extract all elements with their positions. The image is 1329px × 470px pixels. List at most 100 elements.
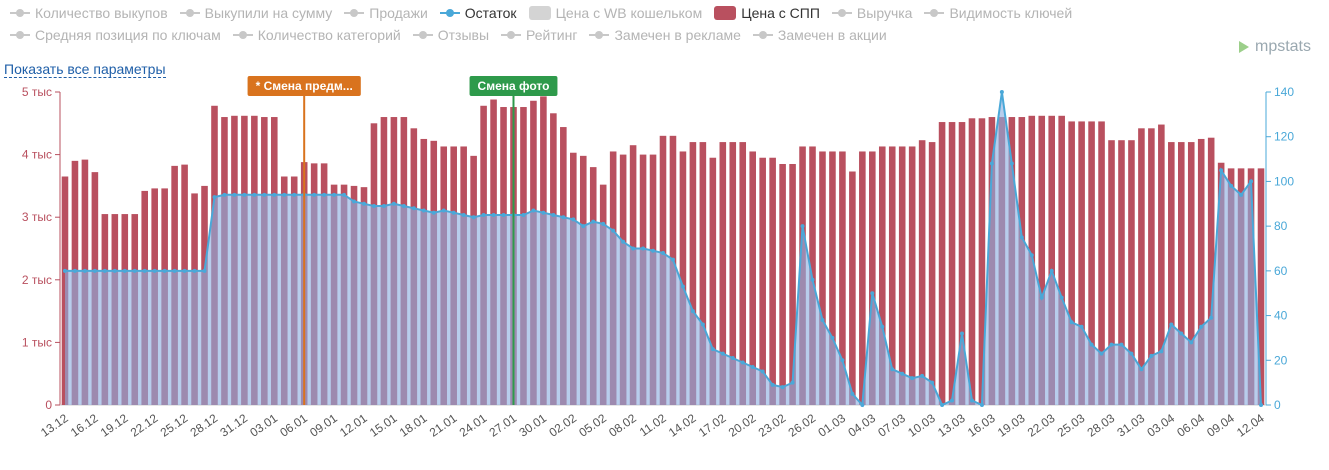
x-tick-label: 24.01	[457, 411, 490, 440]
legend-item[interactable]: Замечен в акции	[752, 24, 887, 46]
stock-point	[1239, 192, 1244, 197]
bar	[908, 146, 916, 405]
stock-point	[202, 268, 207, 273]
legend-item[interactable]: Выручка	[831, 2, 912, 24]
legend-item[interactable]: Замечен в рекламе	[589, 24, 741, 46]
x-tick-label: 14.02	[666, 411, 699, 440]
stock-point	[172, 268, 177, 273]
bar	[789, 163, 796, 405]
x-tick-label: 22.03	[1025, 411, 1058, 440]
stock-point	[1009, 161, 1014, 166]
legend-marker	[501, 28, 522, 42]
stock-point	[1229, 183, 1234, 188]
legend-label: Рейтинг	[526, 27, 578, 43]
legend-item[interactable]: Количество категорий	[232, 24, 401, 46]
x-tick-label: 18.01	[397, 411, 430, 440]
brand-text: mpstats	[1254, 38, 1311, 55]
bar	[1158, 124, 1165, 405]
bar	[1138, 128, 1145, 406]
legend-item[interactable]: Количество выкупов	[10, 2, 168, 24]
stock-point	[561, 215, 566, 220]
y-tick-label: 1 тыс	[22, 335, 52, 349]
bar	[918, 140, 926, 405]
stock-point	[102, 268, 107, 273]
legend-marker	[831, 6, 852, 20]
stock-point	[471, 215, 476, 220]
stock-point	[1039, 295, 1044, 300]
legend-item[interactable]: Цена с СПП	[714, 2, 820, 24]
y2-tick-label: 0	[1274, 398, 1281, 412]
legend-marker	[924, 6, 945, 20]
stock-point	[1119, 342, 1124, 347]
bar	[679, 151, 687, 405]
y2-tick-label: 140	[1274, 85, 1294, 99]
bar	[1038, 115, 1046, 406]
legend-item[interactable]: Остаток	[439, 2, 517, 24]
legend: Количество выкупов Выкупили на сумму Прода…	[10, 2, 1120, 46]
stock-point	[611, 228, 616, 233]
legend-item[interactable]: Продажи	[344, 2, 428, 24]
legend-item[interactable]: Отзывы	[412, 24, 489, 46]
stock-point	[441, 208, 446, 213]
y-tick-label: 5 тыс	[22, 85, 52, 99]
legend-marker	[412, 28, 433, 42]
stock-point	[870, 291, 875, 296]
legend-item[interactable]: Цена с WB кошельком	[528, 2, 702, 24]
stock-point	[1169, 322, 1174, 327]
bar	[1177, 142, 1185, 405]
stock-point	[381, 204, 386, 209]
stock-point	[581, 224, 586, 229]
bar	[958, 122, 966, 405]
legend-item[interactable]: Выкупили на сумму	[179, 2, 333, 24]
legend-item[interactable]: Видимость ключей	[924, 2, 1072, 24]
legend-marker	[179, 6, 200, 20]
stock-point	[760, 369, 765, 374]
stock-point	[152, 268, 157, 273]
x-tick-label: 17.02	[696, 411, 729, 440]
x-tick-label: 01.03	[815, 411, 848, 440]
y-tick-label: 0	[45, 398, 52, 412]
stock-point	[700, 322, 705, 327]
x-tick-label: 19.12	[98, 411, 131, 440]
legend-label: Замечен в рекламе	[614, 27, 741, 43]
stock-point	[1049, 268, 1054, 273]
show-all-link[interactable]: Показать все параметры	[4, 61, 166, 78]
stock-point	[391, 201, 396, 206]
stock-point	[521, 212, 526, 217]
legend-item[interactable]: Средняя позиция по ключам	[10, 24, 221, 46]
legend-item[interactable]: Рейтинг	[501, 24, 577, 46]
stock-point	[531, 208, 536, 213]
stock-point	[1159, 349, 1164, 354]
stock-point	[1089, 342, 1094, 347]
bar	[769, 157, 776, 405]
bar	[1187, 142, 1195, 405]
x-tick-label: 07.03	[875, 411, 908, 440]
stock-point	[212, 195, 217, 200]
stock-point	[1259, 403, 1264, 407]
x-tick-label: 06.01	[277, 411, 310, 440]
stock-point	[132, 268, 137, 273]
stock-point	[481, 212, 486, 217]
stock-point	[880, 324, 885, 329]
stock-point	[1139, 367, 1144, 372]
stock-point	[262, 192, 267, 197]
bar	[1128, 140, 1135, 405]
stock-point	[680, 284, 685, 289]
stock-point	[969, 398, 974, 403]
y-tick-label: 3 тыс	[22, 210, 52, 224]
annotation-label: Смена фото	[478, 79, 550, 93]
stock-point	[1109, 342, 1114, 347]
x-tick-label: 16.12	[68, 411, 101, 440]
stock-point	[1059, 295, 1064, 300]
brand: mpstats	[1237, 38, 1311, 56]
legend-label: Выкупили на сумму	[204, 5, 333, 21]
stock-point	[979, 403, 984, 407]
stock-point	[252, 192, 257, 197]
legend-label: Количество выкупов	[35, 5, 168, 21]
stock-point	[1099, 351, 1104, 356]
legend-marker	[10, 28, 30, 42]
x-tick-label: 11.02	[637, 411, 669, 439]
x-tick-label: 25.03	[1055, 411, 1088, 440]
bar	[1108, 140, 1115, 405]
x-tick-label: 02.02	[546, 411, 579, 440]
